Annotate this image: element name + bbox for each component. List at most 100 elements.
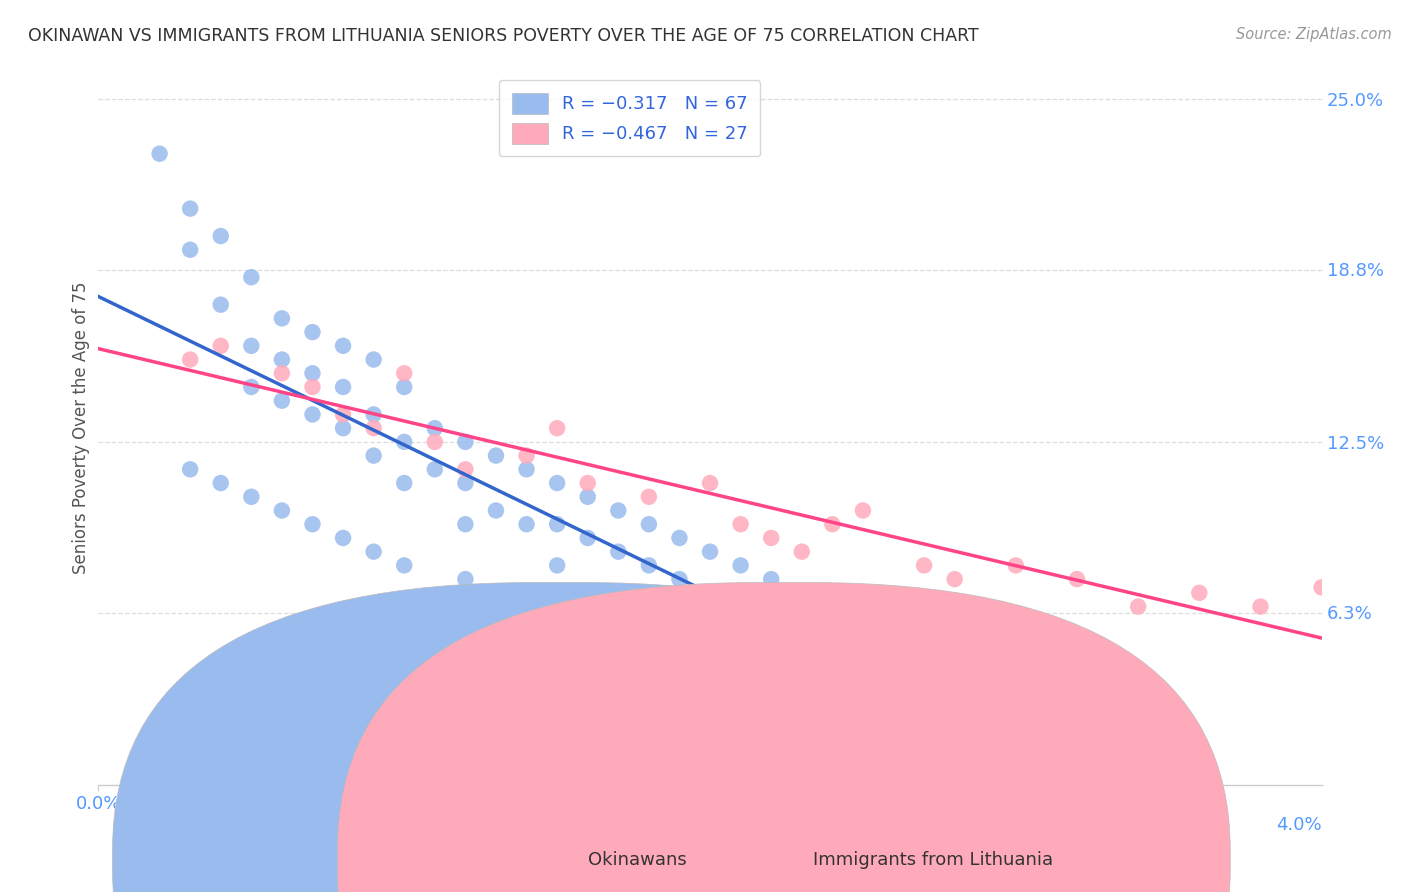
Point — [179, 202, 201, 216]
Text: Immigrants from Lithuania: Immigrants from Lithuania — [813, 851, 1053, 869]
Point — [392, 434, 416, 449]
Point — [668, 531, 690, 545]
Point — [423, 462, 446, 476]
Point — [485, 503, 508, 517]
Point — [392, 380, 416, 394]
Point — [332, 531, 354, 545]
Point — [516, 462, 538, 476]
Point — [637, 490, 661, 504]
Point — [179, 352, 201, 367]
Point — [301, 366, 323, 380]
Point — [485, 449, 508, 463]
Point — [363, 408, 385, 422]
Point — [301, 408, 323, 422]
Point — [546, 476, 568, 491]
Point — [699, 544, 721, 558]
Point — [423, 421, 446, 435]
Point — [454, 517, 477, 532]
Point — [240, 339, 263, 353]
Point — [912, 558, 935, 573]
Point — [759, 613, 782, 627]
Point — [209, 229, 232, 244]
Point — [576, 476, 599, 491]
Point — [576, 531, 599, 545]
Point — [1188, 586, 1211, 600]
Point — [332, 339, 354, 353]
Point — [546, 421, 568, 435]
Point — [240, 490, 263, 504]
Point — [270, 352, 294, 367]
Point — [759, 572, 782, 586]
Point — [209, 339, 232, 353]
Point — [943, 696, 966, 710]
Point — [516, 517, 538, 532]
Point — [790, 544, 813, 558]
Point — [149, 146, 172, 161]
Text: OKINAWAN VS IMMIGRANTS FROM LITHUANIA SENIORS POVERTY OVER THE AGE OF 75 CORRELA: OKINAWAN VS IMMIGRANTS FROM LITHUANIA SE… — [28, 27, 979, 45]
Point — [332, 408, 354, 422]
Point — [209, 298, 232, 312]
Point — [637, 613, 661, 627]
Point — [1128, 599, 1150, 614]
Point — [392, 366, 416, 380]
Point — [821, 517, 844, 532]
Point — [301, 380, 323, 394]
Point — [637, 517, 661, 532]
Point — [730, 599, 752, 614]
Point — [454, 462, 477, 476]
Point — [240, 270, 263, 285]
Point — [1310, 580, 1333, 594]
Point — [637, 558, 661, 573]
Point — [1004, 558, 1026, 573]
Point — [363, 352, 385, 367]
Point — [576, 599, 599, 614]
Y-axis label: Seniors Poverty Over the Age of 75: Seniors Poverty Over the Age of 75 — [72, 282, 90, 574]
Point — [240, 380, 263, 394]
Legend: R = −0.317   N = 67, R = −0.467   N = 27: R = −0.317 N = 67, R = −0.467 N = 27 — [499, 80, 761, 156]
Point — [607, 503, 630, 517]
Point — [668, 572, 690, 586]
Point — [270, 503, 294, 517]
Point — [332, 380, 354, 394]
Point — [546, 558, 568, 573]
Point — [699, 476, 721, 491]
Point — [209, 476, 232, 491]
Point — [1066, 572, 1088, 586]
Point — [454, 572, 477, 586]
Point — [423, 434, 446, 449]
Point — [759, 531, 782, 545]
Point — [454, 434, 477, 449]
Point — [730, 558, 752, 573]
Point — [332, 421, 354, 435]
Point — [576, 490, 599, 504]
Point — [883, 668, 905, 682]
Point — [301, 517, 323, 532]
Text: Source: ZipAtlas.com: Source: ZipAtlas.com — [1236, 27, 1392, 42]
Point — [392, 558, 416, 573]
Point — [363, 449, 385, 463]
Point — [516, 449, 538, 463]
Point — [270, 366, 294, 380]
Point — [1249, 599, 1271, 614]
Point — [821, 640, 844, 655]
Point — [270, 311, 294, 326]
Point — [790, 586, 813, 600]
Point — [699, 586, 721, 600]
Point — [363, 544, 385, 558]
Point — [852, 503, 875, 517]
Point — [699, 627, 721, 641]
Point — [943, 572, 966, 586]
Point — [730, 517, 752, 532]
Point — [546, 517, 568, 532]
Point — [454, 476, 477, 491]
Point — [607, 544, 630, 558]
Point — [270, 393, 294, 408]
Point — [516, 586, 538, 600]
Point — [179, 243, 201, 257]
Text: 4.0%: 4.0% — [1277, 815, 1322, 833]
Point — [179, 462, 201, 476]
Point — [363, 421, 385, 435]
Point — [301, 325, 323, 339]
Point — [852, 655, 875, 669]
Point — [392, 476, 416, 491]
